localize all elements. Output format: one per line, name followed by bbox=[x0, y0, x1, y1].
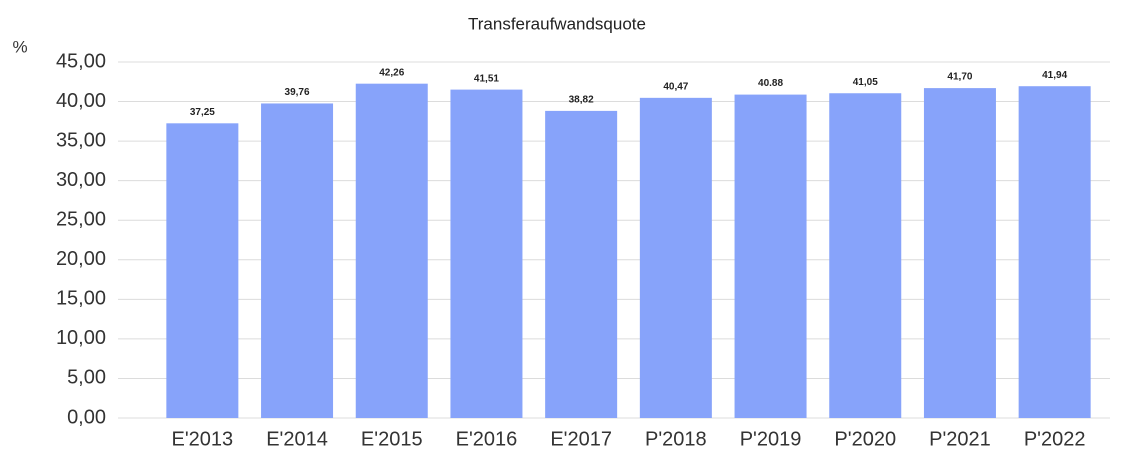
value-label: 38,82 bbox=[569, 95, 594, 106]
x-tick-label: E'2016 bbox=[456, 428, 518, 450]
value-label: 42,26 bbox=[379, 67, 404, 78]
bar bbox=[829, 93, 902, 418]
bar bbox=[1018, 86, 1091, 418]
y-tick-label: 20,00 bbox=[56, 248, 106, 270]
bar bbox=[355, 83, 428, 418]
y-tick-label: 45,00 bbox=[56, 50, 106, 72]
y-tick-label: 30,00 bbox=[56, 169, 106, 191]
y-tick-label: 40,00 bbox=[56, 90, 106, 112]
x-tick-label: P'2019 bbox=[740, 428, 802, 450]
y-tick-label: 0,00 bbox=[67, 406, 106, 428]
y-tick-label: 10,00 bbox=[56, 327, 106, 349]
bar bbox=[639, 97, 712, 418]
bar bbox=[261, 103, 334, 418]
x-tick-label: P'2021 bbox=[929, 428, 991, 450]
x-tick-label: E'2015 bbox=[361, 428, 423, 450]
y-tick-label: 35,00 bbox=[56, 129, 106, 151]
x-tick-label: E'2014 bbox=[266, 428, 328, 450]
y-tick-label: 15,00 bbox=[56, 288, 106, 310]
value-label: 40.88 bbox=[758, 78, 783, 89]
x-tick-label: P'2022 bbox=[1024, 428, 1086, 450]
x-tick-label: P'2020 bbox=[834, 428, 896, 450]
value-label: 41,70 bbox=[947, 72, 972, 83]
value-label: 41,05 bbox=[853, 77, 878, 88]
value-label: 39,76 bbox=[285, 87, 310, 98]
y-axis-unit: % bbox=[12, 37, 27, 56]
y-tick-label: 25,00 bbox=[56, 209, 106, 231]
x-tick-label: E'2013 bbox=[172, 428, 234, 450]
chart-title: Transferaufwandsquote bbox=[468, 14, 646, 33]
value-label: 40,47 bbox=[663, 81, 688, 92]
x-tick-label: P'2018 bbox=[645, 428, 707, 450]
bar bbox=[450, 89, 523, 419]
value-label: 41,51 bbox=[474, 73, 499, 84]
bar bbox=[734, 94, 807, 418]
bar bbox=[923, 88, 996, 419]
x-tick-label: E'2017 bbox=[550, 428, 612, 450]
y-tick-label: 5,00 bbox=[67, 367, 106, 389]
value-label: 41,94 bbox=[1042, 70, 1067, 81]
bar bbox=[545, 110, 618, 419]
value-label: 37,25 bbox=[190, 107, 215, 118]
bar bbox=[166, 123, 239, 419]
